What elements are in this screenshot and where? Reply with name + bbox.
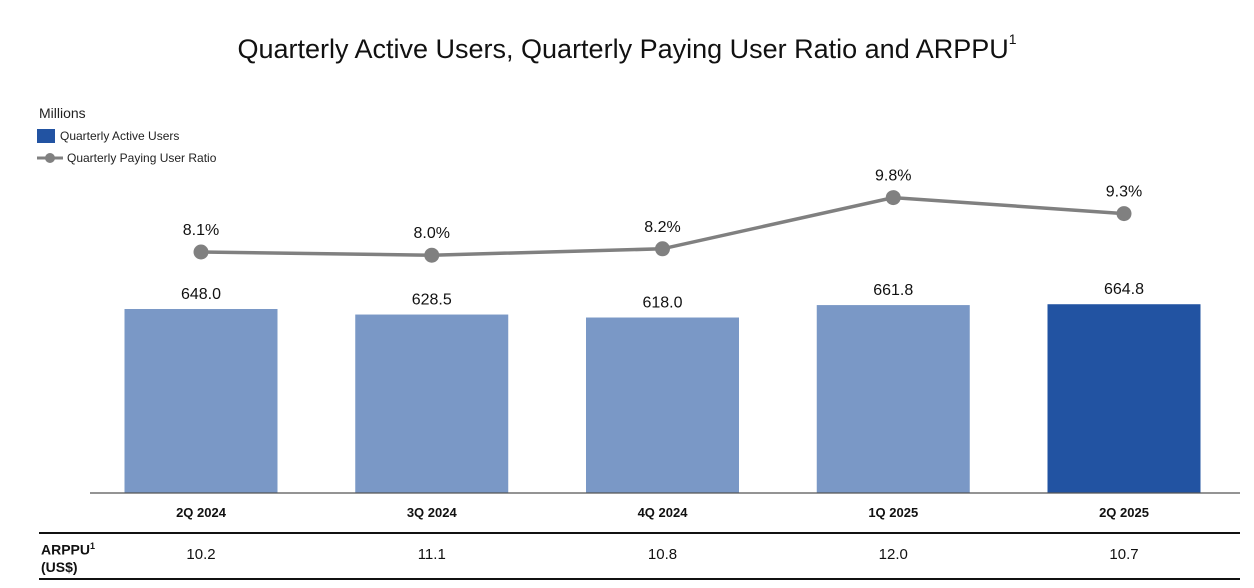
x-tick-label: 1Q 2025 <box>868 505 918 520</box>
bar-2q-2024 <box>124 309 278 493</box>
arppu-table: ARPPU1 (US$) 10.2 11.1 10.8 12.0 10.7 <box>39 532 1240 580</box>
paying-ratio-label: 9.8% <box>875 168 911 185</box>
paying-ratio-point <box>424 247 440 263</box>
arppu-label: ARPPU1 (US$) <box>41 541 96 575</box>
x-tick-label: 2Q 2025 <box>1099 505 1149 520</box>
arppu-value: 10.8 <box>647 546 678 563</box>
paying-ratio-label: 8.0% <box>414 225 450 242</box>
legend-bar-swatch <box>37 129 55 143</box>
arppu-value: 12.0 <box>878 546 908 563</box>
bar-value-label: 628.5 <box>412 292 452 309</box>
paying-ratio-point <box>193 244 209 260</box>
bar-1q-2025 <box>816 305 970 493</box>
units-label: Millions <box>39 105 86 121</box>
chart-title: Quarterly Active Users, Quarterly Paying… <box>237 31 1017 64</box>
title-footnote-marker: 1 <box>1008 31 1017 47</box>
legend-line-swatch <box>37 153 63 163</box>
paying-ratio-point <box>655 241 670 257</box>
bar-3q-2024 <box>355 314 509 493</box>
arppu-value: 10.7 <box>1109 546 1139 563</box>
x-tick-label: 3Q 2024 <box>407 505 458 520</box>
bar-value-label: 618.0 <box>642 295 682 312</box>
bar-2q-2025 <box>1047 304 1201 493</box>
paying-ratio-point <box>885 190 901 206</box>
bar-value-label: 664.8 <box>1104 281 1144 298</box>
x-tick-label: 4Q 2024 <box>638 505 689 520</box>
arppu-footnote-marker: 1 <box>90 541 96 551</box>
paying-ratio-label: 8.2% <box>644 219 680 236</box>
legend-bar-label: Quarterly Active Users <box>60 129 180 143</box>
arppu-unit: (US$) <box>41 558 78 575</box>
bar-value-label: 661.8 <box>873 282 913 299</box>
combo-chart: 648.0 2Q 2024 628.5 3Q 2024 618.0 4Q 2024 661.… <box>90 168 1240 520</box>
paying-ratio-label: 9.3% <box>1106 184 1142 201</box>
paying-ratio-point <box>1116 206 1132 222</box>
legend-item-paying-ratio: Quarterly Paying User Ratio <box>37 151 216 165</box>
legend-line-label: Quarterly Paying User Ratio <box>67 151 217 165</box>
legend-item-active-users: Quarterly Active Users <box>37 129 179 143</box>
bar-4q-2024 <box>586 317 739 493</box>
arppu-value: 10.2 <box>186 546 216 563</box>
arppu-value: 11.1 <box>417 546 446 563</box>
bar-value-label: 648.0 <box>181 286 221 303</box>
paying-ratio-label: 8.1% <box>183 222 219 239</box>
x-tick-label: 2Q 2024 <box>176 505 227 520</box>
